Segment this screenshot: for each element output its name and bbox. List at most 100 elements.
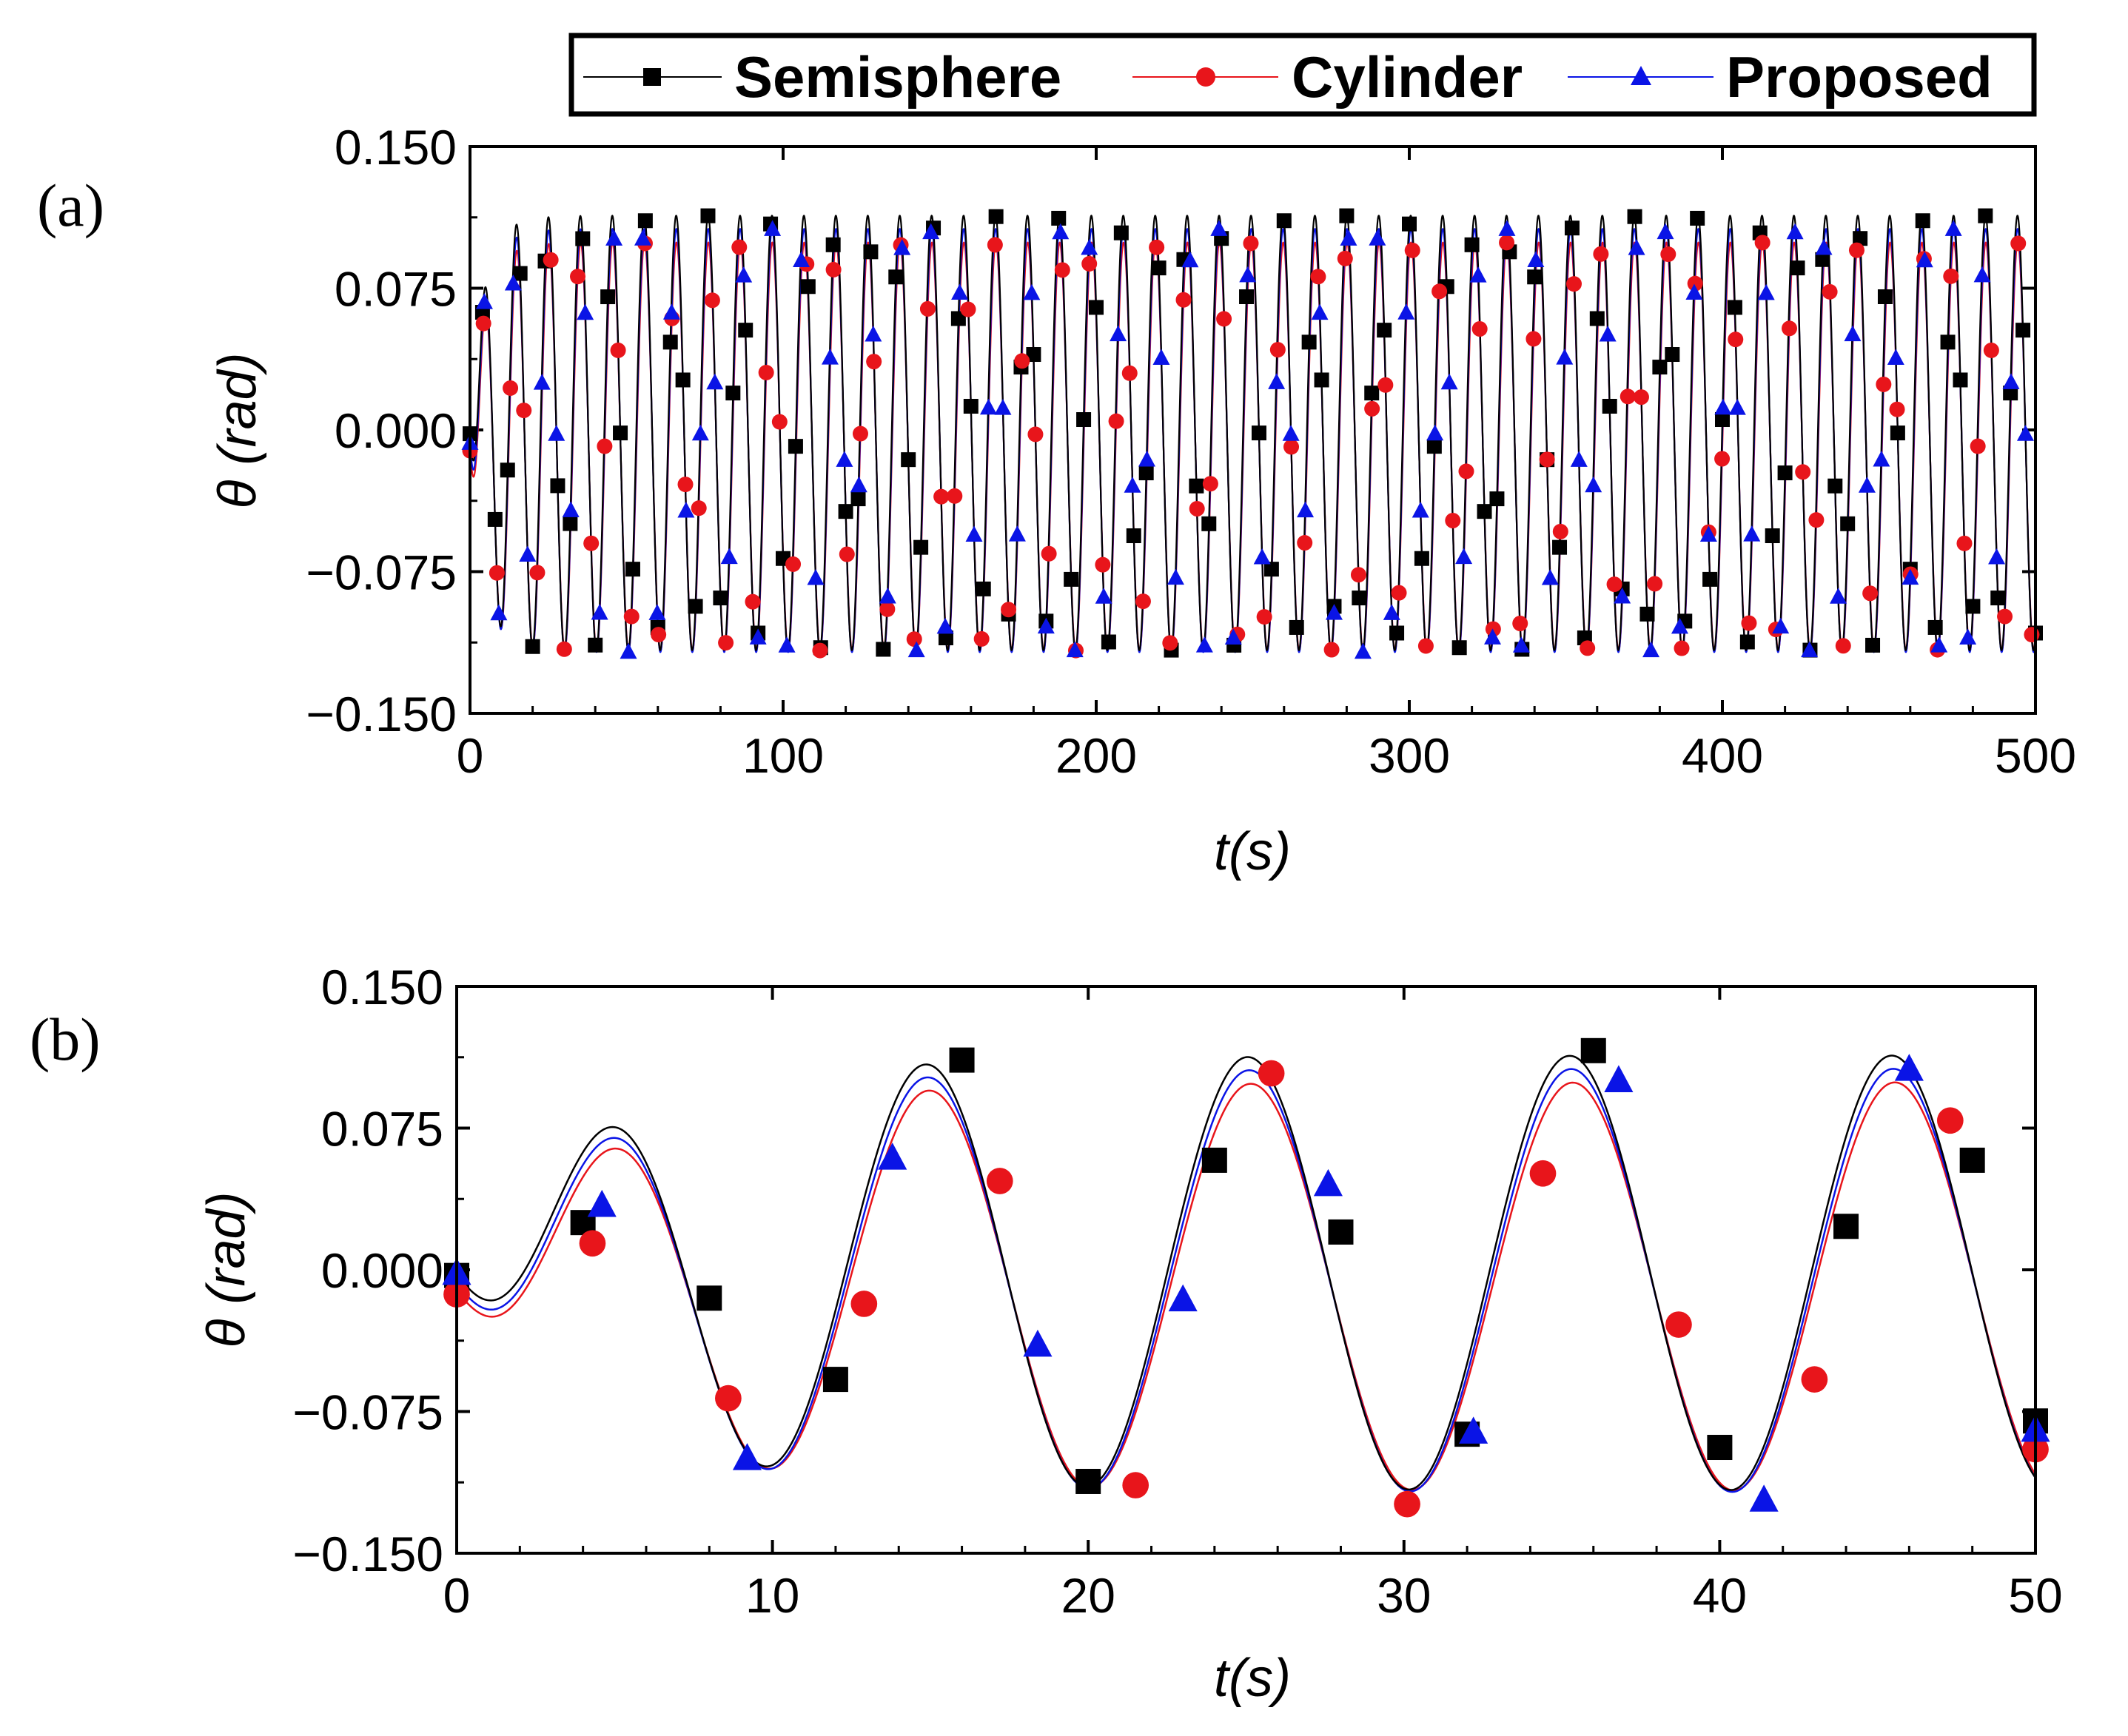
marker-semisphere	[876, 642, 891, 657]
marker-semisphere	[1827, 478, 1843, 494]
marker-cylinder	[1499, 235, 1515, 251]
marker-proposed	[1512, 636, 1530, 653]
marker-semisphere	[662, 334, 678, 350]
marker-cylinder	[1014, 353, 1030, 369]
marker-cylinder	[1081, 255, 1098, 272]
marker-semisphere	[1089, 300, 1104, 315]
marker-cylinder	[1620, 388, 1636, 405]
marker-cylinder	[1997, 608, 2013, 625]
marker-semisphere	[1352, 591, 1367, 606]
marker-proposed	[1815, 238, 1833, 255]
marker-cylinder	[1350, 567, 1366, 583]
marker-cylinder	[771, 414, 788, 430]
marker-cylinder	[2010, 235, 2027, 252]
marker-proposed	[706, 373, 724, 390]
marker-proposed	[533, 374, 551, 390]
marker-semisphere	[913, 539, 929, 555]
marker-semisphere	[637, 213, 653, 229]
marker-cylinder	[623, 608, 640, 625]
marker-cylinder	[1256, 609, 1272, 625]
marker-proposed	[1426, 424, 1444, 441]
marker-proposed	[1570, 451, 1588, 467]
x-axis-title-b: t(s)	[1214, 1649, 1291, 1708]
marker-cylinder	[850, 1291, 878, 1317]
marker-semisphere	[1051, 210, 1067, 226]
marker-semisphere	[1978, 208, 1993, 223]
marker-proposed	[1066, 641, 1084, 658]
y-tick-label: −0.075	[292, 1385, 443, 1440]
marker-semisphere	[1026, 347, 1041, 363]
marker-proposed	[1714, 398, 1732, 415]
marker-semisphere	[1702, 571, 1718, 587]
x-tick-label: 30	[1377, 1568, 1431, 1623]
marker-semisphere	[1890, 425, 1905, 441]
marker-semisphere	[1840, 516, 1856, 531]
marker-proposed	[1037, 617, 1055, 634]
marker-cylinder	[1189, 500, 1205, 517]
marker-semisphere	[863, 244, 879, 260]
marker-proposed	[1657, 223, 1674, 240]
legend-marker-proposed	[1631, 66, 1651, 85]
marker-semisphere	[688, 599, 703, 614]
marker-semisphere	[1451, 640, 1467, 656]
marker-semisphere	[1489, 491, 1505, 507]
marker-proposed	[691, 424, 709, 441]
marker-proposed	[1412, 502, 1429, 518]
y-tick-label: −0.150	[292, 1527, 443, 1581]
y-axis-title-a: θ (rad)	[208, 352, 267, 508]
marker-proposed	[1757, 283, 1775, 300]
marker-proposed	[562, 501, 580, 517]
panel-label-b: (b)	[30, 1006, 101, 1073]
marker-semisphere	[1113, 225, 1129, 240]
marker-cylinder	[1364, 400, 1380, 417]
marker-proposed	[1210, 220, 1228, 236]
marker-cylinder	[1606, 576, 1622, 593]
chart-panel-b: (b) θ (rad) t(s) 0 10 20 30 40 50 −0.150 −0.075…	[30, 960, 2063, 1708]
marker-semisphere	[963, 399, 979, 414]
marker-proposed	[577, 303, 594, 320]
marker-semisphere	[1064, 571, 1079, 587]
marker-cylinder	[1162, 635, 1178, 651]
y-tick-label: 0.000	[321, 1243, 443, 1298]
marker-semisphere	[697, 1285, 722, 1311]
marker-cylinder	[1297, 535, 1313, 551]
marker-semisphere	[1251, 425, 1266, 441]
marker-proposed	[1902, 568, 1919, 585]
marker-semisphere	[1339, 208, 1355, 223]
marker-proposed	[1894, 1054, 1924, 1081]
marker-cylinder	[987, 237, 1003, 253]
marker-proposed	[1459, 1416, 1488, 1444]
marker-semisphere	[1477, 504, 1492, 519]
plot-frame-b	[455, 985, 2037, 1555]
marker-cylinder	[503, 380, 519, 396]
marker-cylinder	[1660, 246, 1676, 263]
marker-semisphere	[1715, 412, 1730, 428]
marker-proposed	[1749, 1484, 1779, 1512]
marker-proposed	[936, 617, 954, 634]
marker-cylinder	[825, 261, 842, 277]
marker-cylinder	[1674, 640, 1690, 656]
marker-proposed	[1340, 229, 1357, 246]
marker-semisphere	[1865, 637, 1881, 653]
marker-semisphere	[988, 209, 1004, 224]
marker-proposed	[620, 642, 637, 659]
marker-proposed	[1124, 477, 1141, 493]
x-tick-label: 300	[1369, 728, 1450, 783]
marker-cylinder	[1665, 1311, 1692, 1338]
marker-cylinder	[1835, 638, 1851, 654]
marker-cylinder	[1337, 250, 1353, 266]
marker-semisphere	[1301, 334, 1317, 350]
panel-label-a: (a)	[37, 172, 104, 239]
marker-cylinder	[651, 627, 667, 643]
marker-semisphere	[1965, 599, 1981, 614]
series-line-proposed	[455, 1068, 2037, 1493]
marker-proposed	[749, 628, 767, 645]
marker-proposed	[764, 220, 782, 236]
marker-cylinder	[1943, 268, 1959, 284]
legend: Semisphere Cylinder Proposed	[568, 33, 2037, 117]
marker-cylinder	[906, 631, 922, 647]
marker-semisphere	[1201, 1147, 1227, 1173]
marker-cylinder	[933, 488, 950, 505]
x-axis-title-a: t(s)	[1214, 822, 1291, 881]
marker-semisphere	[1075, 1468, 1101, 1494]
